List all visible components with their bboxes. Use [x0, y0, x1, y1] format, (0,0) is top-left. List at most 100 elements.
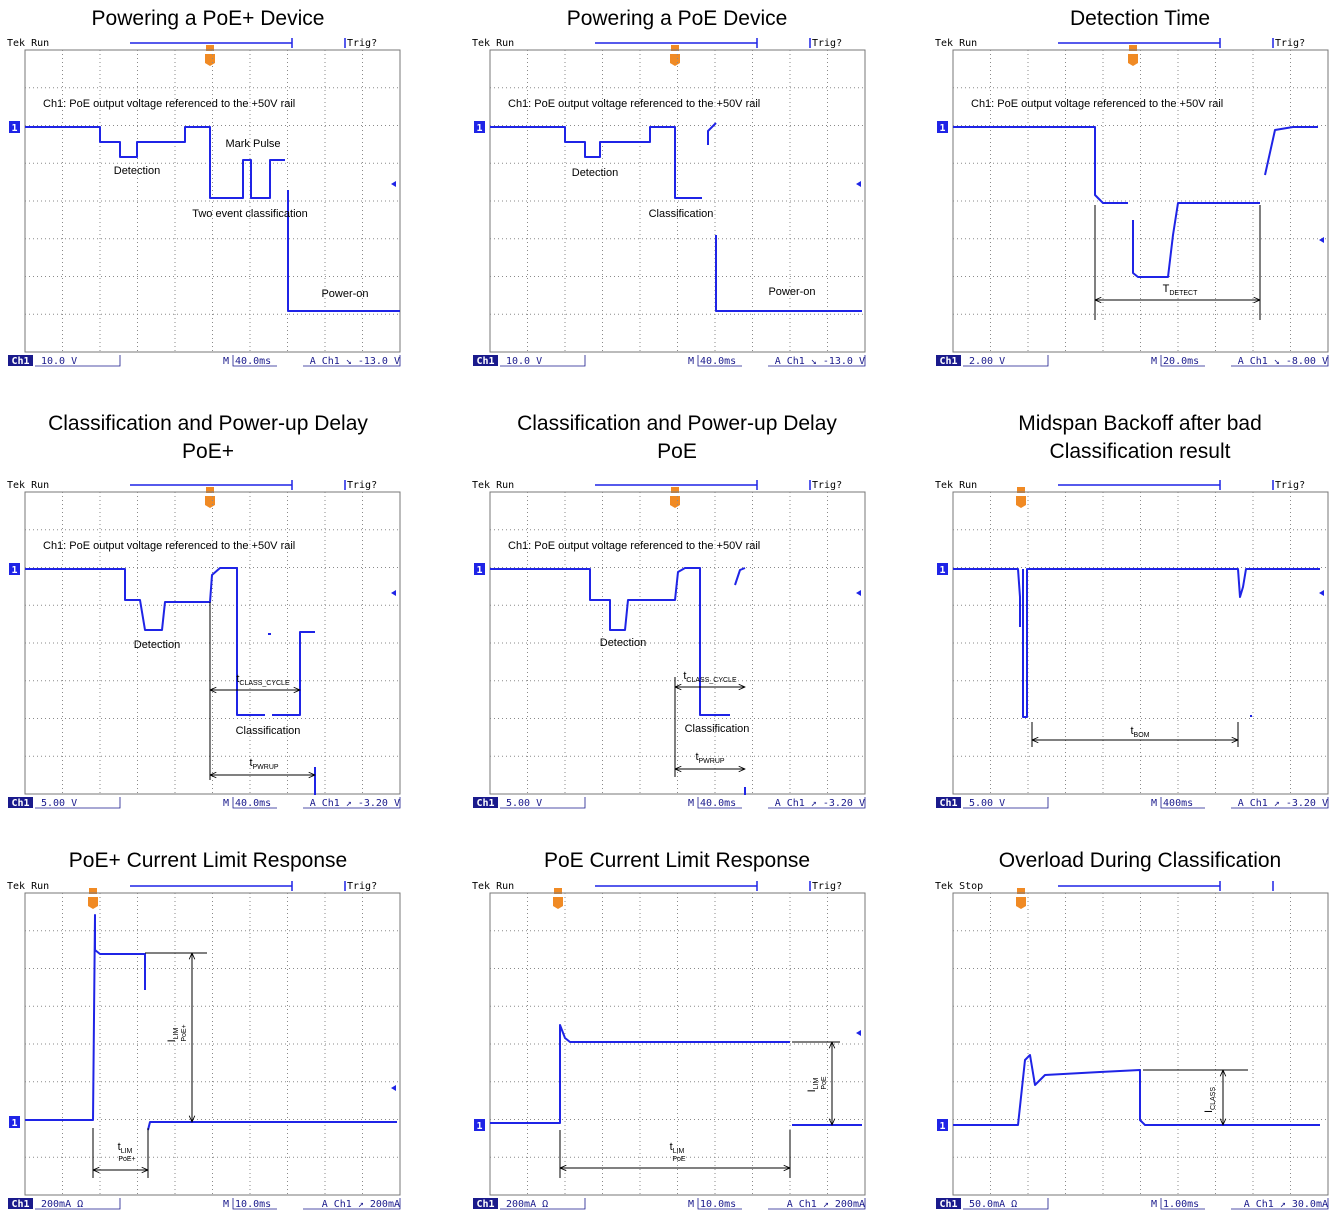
channel-label: Ch1 — [939, 798, 957, 809]
trigger-level-arrow — [391, 1085, 396, 1091]
annotation-label: Classification — [236, 725, 301, 737]
annotation-label: ILIMPoE — [806, 1076, 828, 1092]
vertical-scale: 5.00 V — [506, 798, 542, 809]
label-subscript: LIM — [673, 1148, 685, 1155]
graticule-grid — [953, 893, 1328, 1195]
timebase: M 10.0ms — [688, 1199, 736, 1210]
trace — [953, 127, 1318, 277]
graticule-grid — [490, 492, 865, 794]
caption: Ch1: PoE output voltage referenced to th… — [508, 98, 760, 110]
record-bar — [1058, 38, 1273, 48]
trigger-setting: A Ch1 ↘ -8.00 V — [1238, 356, 1328, 367]
trigger-setting: A Ch1 ↗ 200mA — [787, 1199, 865, 1210]
record-bar — [595, 881, 810, 891]
annotation-label: TDETECT — [1163, 283, 1198, 297]
panel-title: Classification and Power-up Delay PoE+ — [43, 410, 373, 466]
trace — [490, 1025, 862, 1125]
graticule-grid — [25, 50, 400, 352]
channel-marker: 1 — [939, 1121, 945, 1132]
channel-label: Ch1 — [11, 798, 29, 809]
vertical-scale: 5.00 V — [969, 798, 1005, 809]
trigger-marker — [670, 45, 680, 66]
label-subscript: DETECT — [1169, 290, 1198, 297]
annotation-label: Two event classification — [192, 208, 308, 220]
trigger-state: Trig? — [347, 881, 377, 892]
annotation-label: Detection — [134, 639, 180, 651]
annotation-label: Detection — [572, 167, 618, 179]
panel-title: PoE+ Current Limit Response — [43, 847, 373, 875]
timebase: M 400ms — [1151, 798, 1193, 809]
label-subscript: LIM — [813, 1077, 820, 1089]
trigger-setting: A Ch1 ↗ 30.0mA — [1244, 1199, 1328, 1210]
channel-marker: 1 — [476, 123, 482, 134]
trigger-marker — [670, 487, 680, 508]
trace — [953, 1055, 1320, 1125]
trigger-marker — [1016, 487, 1026, 508]
trigger-marker — [1016, 888, 1026, 909]
label-subscript-2: PoE — [821, 1076, 828, 1090]
scope-status: Tek Run — [7, 38, 49, 49]
scope-screen: Tek RunTrig?1Ch1: PoE output voltage ref… — [5, 35, 405, 371]
record-bar — [130, 480, 345, 490]
scope-status: Tek Run — [472, 480, 514, 491]
trigger-level-arrow — [856, 181, 861, 187]
label-subscript: CLASS_CYCLE — [239, 680, 290, 687]
timebase: M 40.0ms — [223, 798, 271, 809]
trigger-level-arrow — [1319, 590, 1324, 596]
record-bar — [1058, 480, 1273, 490]
scope-status: Tek Run — [472, 38, 514, 49]
trigger-level-arrow — [391, 181, 396, 187]
channel-marker: 1 — [939, 565, 945, 576]
annotation-label: tCLASS_CYCLE — [683, 670, 737, 684]
label-subscript-2: PoE — [672, 1156, 686, 1163]
trigger-level-arrow — [1319, 237, 1324, 243]
annotation-label: Power-on — [768, 286, 815, 298]
label-subscript-2: PoE+ — [181, 1024, 188, 1041]
label-subscript: PWRUP — [253, 764, 279, 771]
vertical-scale: 10.0 V — [506, 356, 542, 367]
trigger-state: Trig? — [812, 38, 842, 49]
graticule-grid — [953, 492, 1328, 794]
channel-label: Ch1 — [939, 1199, 957, 1210]
caption: Ch1: PoE output voltage referenced to th… — [971, 98, 1223, 110]
trigger-marker — [205, 487, 215, 508]
trigger-state: Trig? — [812, 480, 842, 491]
panel-title: Midspan Backoff after bad Classification… — [975, 410, 1305, 466]
scope-screen: Tek RunTrig?1tBOMCh15.00 VM 400msA Ch1 ↗… — [933, 477, 1333, 813]
trigger-setting: A Ch1 ↘ -13.0 V — [310, 356, 400, 367]
channel-label: Ch1 — [11, 1199, 29, 1210]
channel-label: Ch1 — [11, 356, 29, 367]
trigger-setting: A Ch1 ↗ 200mA — [322, 1199, 400, 1210]
label-subscript: BOM — [1134, 732, 1150, 739]
label-subscript: LIM — [121, 1148, 133, 1155]
timebase: M 40.0ms — [688, 798, 736, 809]
label-subscript: PWRUP — [699, 758, 725, 765]
record-bar — [595, 480, 810, 490]
graticule-grid — [25, 893, 400, 1195]
channel-label: Ch1 — [476, 356, 494, 367]
label-subscript-2: PoE+ — [118, 1156, 135, 1163]
annotation-label: tBOM — [1130, 725, 1149, 739]
timebase: M 10.0ms — [223, 1199, 271, 1210]
channel-marker: 1 — [476, 1121, 482, 1132]
channel-marker: 1 — [11, 123, 17, 134]
panel-title: Detection Time — [975, 5, 1305, 33]
trigger-level-arrow — [856, 590, 861, 596]
annotation-line — [93, 953, 207, 1178]
trigger-state: Trig? — [1275, 480, 1305, 491]
timebase: M 20.0ms — [1151, 356, 1199, 367]
channel-marker: 1 — [476, 565, 482, 576]
trigger-marker — [553, 888, 563, 909]
trigger-state: Trig? — [1275, 38, 1305, 49]
panel-title: PoE Current Limit Response — [512, 847, 842, 875]
graticule-grid — [490, 50, 865, 352]
vertical-scale: 2.00 V — [969, 356, 1005, 367]
scope-screen: Tek RunTrig?1ILIMPoEtLIMPoECh1200mA ΩM 1… — [470, 878, 870, 1214]
trigger-setting: A Ch1 ↗ -3.20 V — [775, 798, 865, 809]
page: {"panels": [ {"title": "Powering a PoE+ … — [0, 0, 1335, 1220]
